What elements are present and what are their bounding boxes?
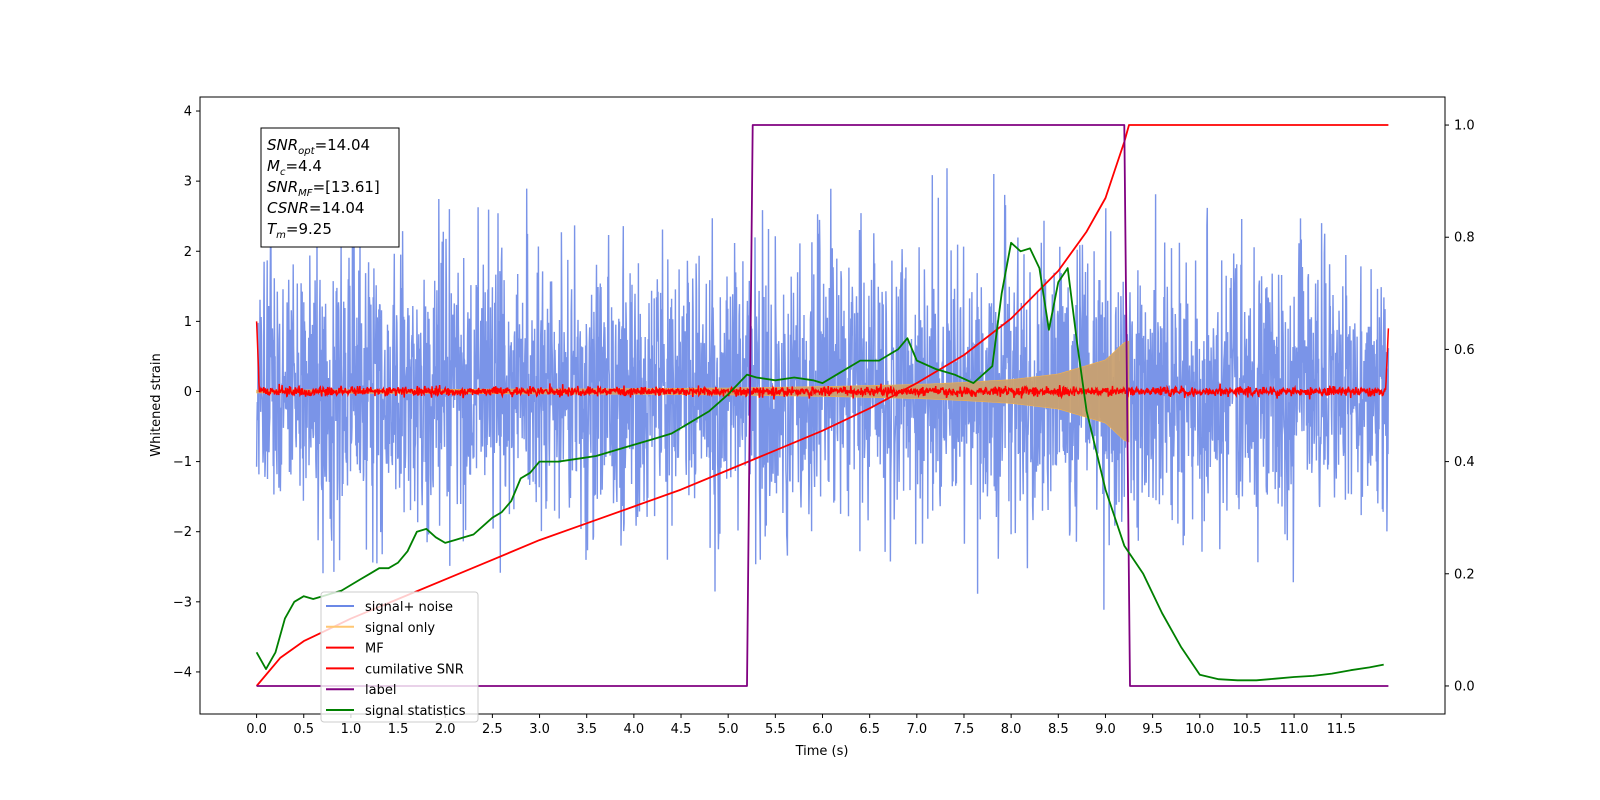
x-tick-label: 0.0: [246, 722, 267, 737]
y-left-tick-label: −3: [173, 595, 192, 610]
x-tick-label: 10.5: [1232, 722, 1261, 737]
y-right-tick-label: 0.4: [1454, 455, 1475, 470]
y-axis-label: Whitened strain: [149, 353, 164, 456]
x-axis: 0.0 0.5 1.0 1.5 2.0 2.5 3.0 3.5 4.0 4.5 5.0 5.5 6.0 6…: [246, 714, 1356, 737]
series-signal-noise: [255, 168, 1390, 610]
x-tick-label: 6.5: [859, 722, 880, 737]
x-tick-label: 10.0: [1185, 722, 1214, 737]
annotation-line: SNRMF=[13.61]: [267, 178, 380, 199]
annotation-line: CSNR=14.04: [267, 199, 364, 217]
y-right-tick-label: 1.0: [1454, 119, 1475, 134]
series-mf: [255, 321, 1390, 400]
x-tick-label: 3.0: [529, 722, 550, 737]
y-right-tick-label: 0.0: [1454, 679, 1475, 694]
legend-entry-label: label: [365, 683, 396, 698]
x-tick-label: 3.5: [576, 722, 597, 737]
x-tick-label: 2.0: [435, 722, 456, 737]
legend-entry-label: signal statistics: [365, 704, 466, 719]
series-signal-statistics: [255, 241, 1384, 682]
annotation-frame: [260, 127, 400, 248]
x-tick-label: 4.0: [624, 722, 645, 737]
annotation-line: Mc=4.4: [267, 157, 322, 178]
y-left-tick-label: 1: [184, 315, 192, 330]
x-tick-label: 0.5: [293, 722, 314, 737]
y-left-tick-label: 4: [184, 105, 192, 120]
x-tick-label: 11.5: [1327, 722, 1356, 737]
x-tick-label: 2.5: [482, 722, 503, 737]
x-tick-label: 4.5: [671, 722, 692, 737]
x-axis-label: Time (s): [795, 744, 849, 759]
annotation-line: Tm=9.25: [267, 220, 332, 241]
x-tick-label: 7.5: [954, 722, 975, 737]
legend-frame: [320, 591, 479, 723]
legend-entry-label: MF: [365, 642, 384, 657]
stats-annotation: SNRopt=14.04Mc=4.4SNRMF=[13.61]CSNR=14.0…: [260, 127, 400, 248]
x-tick-label: 9.5: [1142, 722, 1163, 737]
y-axis-right: 1.0 0.8 0.6 0.4 0.2 0.0: [1445, 119, 1475, 694]
x-tick-label: 1.5: [388, 722, 409, 737]
legend-entry-label: signal only: [365, 621, 435, 636]
y-right-tick-label: 0.2: [1454, 567, 1475, 582]
annotation-line: SNRopt=14.04: [267, 136, 370, 157]
x-tick-label: 1.0: [341, 722, 362, 737]
x-tick-label: 8.0: [1001, 722, 1022, 737]
x-tick-label: 7.0: [906, 722, 927, 737]
y-axis-left: 4 3 2 1 0 −1 −2 −3 −4: [173, 105, 200, 680]
legend-entry-label: signal+ noise: [365, 600, 453, 615]
x-tick-label: 11.0: [1280, 722, 1309, 737]
y-right-tick-label: 0.6: [1454, 343, 1475, 358]
series-label: [256, 124, 1389, 687]
x-tick-label: 8.5: [1048, 722, 1069, 737]
legend-entry-label: cumilative SNR: [365, 662, 464, 677]
y-left-tick-label: −4: [173, 665, 192, 680]
y-left-tick-label: 3: [184, 175, 192, 190]
y-left-tick-label: 0: [184, 385, 192, 400]
legend: signal+ noise signal only MF cumilative SNR…: [320, 591, 479, 723]
y-left-tick-label: 2: [184, 245, 192, 260]
x-tick-label: 5.0: [718, 722, 739, 737]
x-tick-label: 9.0: [1095, 722, 1116, 737]
x-tick-label: 6.0: [812, 722, 833, 737]
y-right-tick-label: 0.8: [1454, 231, 1475, 246]
x-tick-label: 5.5: [765, 722, 786, 737]
y-left-tick-label: −2: [173, 525, 192, 540]
y-left-tick-label: −1: [173, 455, 192, 470]
